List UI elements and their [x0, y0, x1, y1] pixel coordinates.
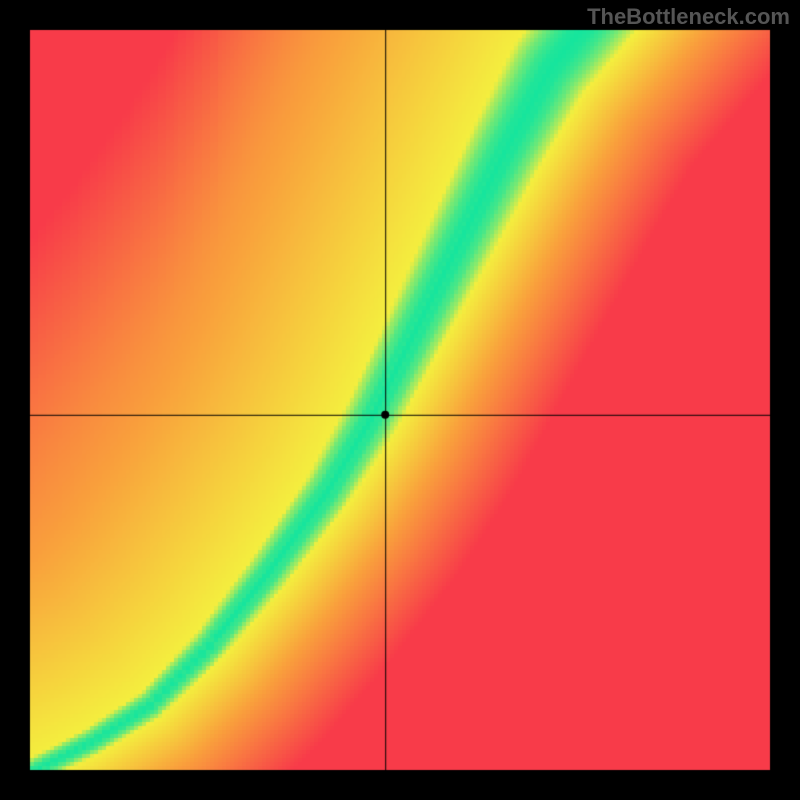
bottleneck-heatmap [0, 0, 800, 800]
chart-container: TheBottleneck.com [0, 0, 800, 800]
watermark-text: TheBottleneck.com [587, 4, 790, 30]
